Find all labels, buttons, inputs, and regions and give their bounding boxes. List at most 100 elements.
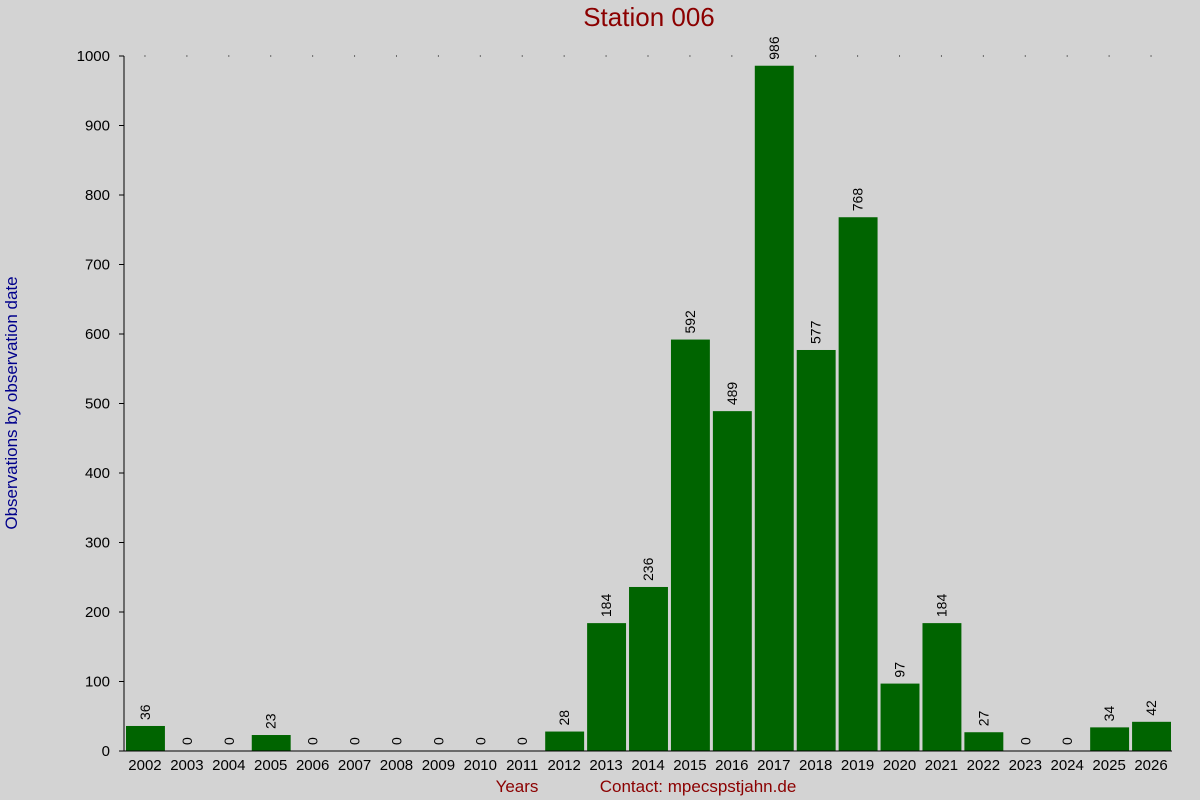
x-tick-label-2022: 2022 bbox=[967, 757, 1000, 774]
bar-2005 bbox=[251, 735, 291, 751]
x-tick-label-2020: 2020 bbox=[883, 757, 916, 774]
y-tick-label-400: 400 bbox=[85, 465, 110, 482]
data-label-2002: 36 bbox=[137, 704, 153, 720]
y-axis-label: Observations by observation date bbox=[2, 276, 21, 529]
y-tick-label-0: 0 bbox=[102, 743, 110, 760]
top-grid-dot bbox=[437, 55, 439, 57]
plot-area: 36 2002 0 2003 0 2004 23 2005 0 2006 0 2007 0 2008 0 20… bbox=[77, 36, 1172, 774]
data-label-2003: 0 bbox=[179, 737, 195, 745]
top-grid-dot bbox=[479, 55, 481, 57]
data-label-2022: 27 bbox=[975, 710, 991, 726]
x-tick-label-2003: 2003 bbox=[170, 757, 203, 774]
x-tick-label-2026: 2026 bbox=[1134, 757, 1167, 774]
top-grid-dot bbox=[354, 55, 356, 57]
x-tick-label-2011: 2011 bbox=[506, 757, 538, 774]
bar-2026 bbox=[1132, 721, 1171, 751]
x-tick-label-2017: 2017 bbox=[757, 757, 790, 774]
top-grid-dot bbox=[186, 55, 188, 57]
bar-2019 bbox=[838, 217, 878, 752]
data-label-2021: 184 bbox=[933, 594, 949, 618]
bar-2020 bbox=[880, 683, 920, 751]
x-tick-label-2016: 2016 bbox=[715, 757, 748, 774]
data-label-2016: 489 bbox=[724, 382, 740, 406]
top-grid-dot bbox=[521, 55, 523, 57]
x-tick-label-2014: 2014 bbox=[631, 757, 664, 774]
data-label-2010: 0 bbox=[472, 737, 488, 745]
bar-2014 bbox=[629, 586, 668, 751]
bar-2012 bbox=[545, 731, 585, 751]
x-tick-label-2004: 2004 bbox=[212, 757, 245, 774]
data-label-2006: 0 bbox=[305, 737, 321, 745]
top-grid-dot bbox=[144, 55, 146, 57]
x-tick-label-2008: 2008 bbox=[380, 757, 413, 774]
data-label-2019: 768 bbox=[850, 188, 866, 212]
bar-2021 bbox=[922, 623, 962, 751]
top-grid-dot bbox=[857, 55, 859, 57]
data-label-2014: 236 bbox=[640, 557, 656, 581]
top-grid-dot bbox=[982, 55, 984, 57]
data-label-2024: 0 bbox=[1059, 737, 1075, 745]
bar-2017 bbox=[754, 65, 794, 752]
data-label-2020: 97 bbox=[892, 662, 908, 678]
top-grid-dot bbox=[899, 55, 901, 57]
top-grid-dot bbox=[773, 55, 775, 57]
top-grid-dot bbox=[689, 55, 691, 57]
data-label-2013: 184 bbox=[598, 594, 614, 618]
x-tick-label-2015: 2015 bbox=[673, 757, 706, 774]
y-tick-label-600: 600 bbox=[85, 326, 110, 343]
bar-2015 bbox=[670, 339, 710, 751]
top-grid-dot bbox=[1150, 55, 1152, 57]
data-label-2011: 0 bbox=[514, 737, 530, 745]
bar-2016 bbox=[712, 411, 752, 751]
top-grid-dot bbox=[940, 55, 942, 57]
x-tick-label-2024: 2024 bbox=[1051, 757, 1084, 774]
x-tick-label-2009: 2009 bbox=[422, 757, 455, 774]
y-tick-label-1000: 1000 bbox=[77, 48, 110, 65]
top-grid-dot bbox=[270, 55, 272, 57]
x-tick-label-2002: 2002 bbox=[128, 757, 161, 774]
x-axis-label: Years bbox=[496, 777, 539, 796]
data-label-2018: 577 bbox=[808, 320, 824, 344]
x-tick-label-2018: 2018 bbox=[799, 757, 832, 774]
y-tick-label-800: 800 bbox=[85, 187, 110, 204]
data-label-2015: 592 bbox=[682, 310, 698, 334]
data-label-2004: 0 bbox=[221, 737, 237, 745]
x-tick-label-2012: 2012 bbox=[547, 757, 580, 774]
x-tick-label-2023: 2023 bbox=[1009, 757, 1042, 774]
top-grid-dot bbox=[395, 55, 397, 57]
x-tick-label-2005: 2005 bbox=[254, 757, 287, 774]
bar-2025 bbox=[1090, 727, 1130, 751]
bar-2013 bbox=[587, 623, 627, 751]
top-grid-dot bbox=[1024, 55, 1026, 57]
top-grid-dot bbox=[312, 55, 314, 57]
top-grid-dot bbox=[1066, 55, 1068, 57]
x-tick-label-2006: 2006 bbox=[296, 757, 329, 774]
x-tick-label-2010: 2010 bbox=[464, 757, 497, 774]
top-grid-dot bbox=[815, 55, 817, 57]
top-grid-dot bbox=[605, 55, 607, 57]
x-tick-label-2019: 2019 bbox=[841, 757, 874, 774]
bar-2022 bbox=[964, 732, 1004, 751]
data-label-2012: 28 bbox=[556, 710, 572, 726]
chart-title: Station 006 bbox=[583, 2, 715, 32]
contact-label: Contact: mpecspstjahn.de bbox=[600, 777, 797, 796]
data-label-2005: 23 bbox=[263, 713, 279, 729]
data-label-2009: 0 bbox=[430, 737, 446, 745]
data-label-2007: 0 bbox=[347, 737, 363, 745]
x-tick-label-2013: 2013 bbox=[589, 757, 622, 774]
y-tick-label-300: 300 bbox=[85, 535, 110, 552]
data-label-2008: 0 bbox=[388, 737, 404, 745]
y-tick-label-100: 100 bbox=[85, 674, 110, 691]
data-label-2023: 0 bbox=[1017, 737, 1033, 745]
data-label-2026: 42 bbox=[1143, 700, 1159, 716]
x-tick-label-2007: 2007 bbox=[338, 757, 371, 774]
bar-2018 bbox=[796, 349, 836, 751]
y-tick-label-200: 200 bbox=[85, 604, 110, 621]
x-tick-label-2025: 2025 bbox=[1092, 757, 1125, 774]
bar-2002 bbox=[126, 725, 165, 751]
y-tick-label-900: 900 bbox=[85, 118, 110, 135]
top-grid-dot bbox=[1108, 55, 1110, 57]
top-grid-dot bbox=[731, 55, 733, 57]
